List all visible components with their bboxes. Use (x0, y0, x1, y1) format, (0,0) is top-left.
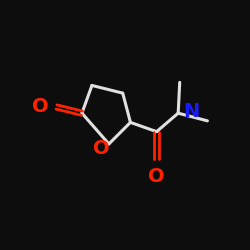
Text: O: O (148, 167, 165, 186)
Text: O: O (32, 98, 49, 116)
Text: N: N (183, 102, 199, 121)
Text: O: O (93, 139, 110, 158)
